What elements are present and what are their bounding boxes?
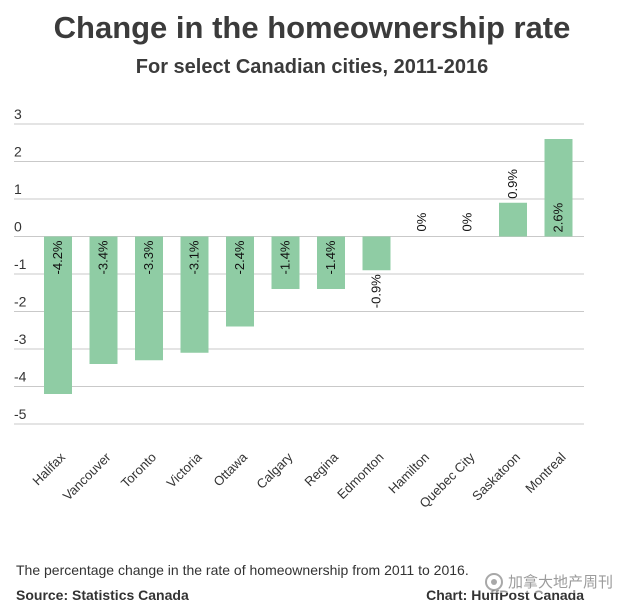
chart-subtitle: For select Canadian cities, 2011-2016 xyxy=(135,56,489,78)
bar xyxy=(317,236,345,289)
category-label: Edmonton xyxy=(334,450,387,503)
y-tick-label: -3 xyxy=(14,331,27,347)
category-label: Regina xyxy=(301,449,341,489)
data-label: -3.4% xyxy=(96,240,111,274)
y-tick-label: 3 xyxy=(14,106,22,122)
category-label: Ottawa xyxy=(210,449,250,489)
category-label: Vancouver xyxy=(60,449,114,503)
chart-title: Change in the homeownership rate xyxy=(53,10,571,45)
bar xyxy=(499,202,527,237)
category-label: Calgary xyxy=(253,449,296,492)
bar xyxy=(44,236,72,394)
data-label: -1.4% xyxy=(323,240,338,274)
category-label: Saskatoon xyxy=(469,450,523,504)
category-label: Victoria xyxy=(164,449,206,491)
watermark: 加拿大地产周刊 xyxy=(481,570,616,593)
category-label: Hamilton xyxy=(385,450,432,497)
bar-chart: 3 2 1 0 -1 -2 -3 -4 -5 -4.2% Halifax -3.4% Vancouver… xyxy=(14,106,584,511)
chart-note: The percentage change in the rate of hom… xyxy=(16,562,469,578)
bar xyxy=(271,236,300,289)
y-tick-label: 2 xyxy=(14,144,22,160)
watermark-text: 加拿大地产周刊 xyxy=(507,574,613,591)
y-tick-label: -2 xyxy=(14,294,27,310)
data-label: -1.4% xyxy=(278,240,293,274)
source-text: Source: Statistics Canada xyxy=(16,587,189,603)
bar xyxy=(226,236,254,327)
data-label: -3.1% xyxy=(187,240,202,274)
bar xyxy=(544,139,573,237)
data-label: -4.2% xyxy=(50,240,65,274)
data-label: 0.9% xyxy=(505,169,520,199)
bar xyxy=(180,236,209,353)
category-label: Toronto xyxy=(118,450,159,491)
bar xyxy=(362,236,391,271)
category-label: Halifax xyxy=(29,449,68,488)
category-label: Montreal xyxy=(522,449,568,495)
data-label: -3.3% xyxy=(141,240,156,274)
y-tick-label: -4 xyxy=(14,369,27,385)
data-label: 0% xyxy=(460,212,475,231)
bar xyxy=(89,236,118,364)
data-label: -2.4% xyxy=(232,240,247,274)
data-label: -0.9% xyxy=(369,274,384,308)
y-tick-label: -1 xyxy=(14,256,27,272)
y-tick-label: 0 xyxy=(14,219,22,235)
data-label: 0% xyxy=(414,212,429,231)
bar xyxy=(135,236,163,361)
y-tick-label: 1 xyxy=(14,181,22,197)
data-label: 2.6% xyxy=(551,202,566,232)
y-tick-label: -5 xyxy=(14,406,27,422)
wechat-icon xyxy=(484,572,503,591)
